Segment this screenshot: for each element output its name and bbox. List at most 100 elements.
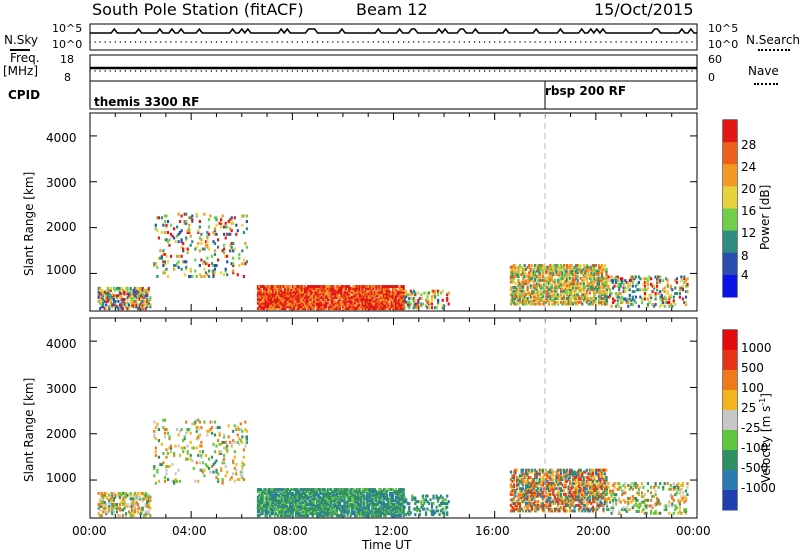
velocity-pixel [352, 503, 355, 506]
power-pixel [636, 288, 639, 292]
velocity-pixel [398, 497, 401, 501]
nave-dot [514, 70, 516, 72]
power-pixel [378, 292, 381, 296]
power-pixel [657, 292, 660, 295]
power-pixel [385, 299, 389, 303]
power-pixel [547, 275, 550, 278]
power-pixel [599, 271, 602, 275]
velocity-pixel [372, 497, 375, 501]
velocity-pixel [529, 476, 532, 480]
velocity-pixel [547, 496, 550, 500]
velocity-pixel [352, 491, 355, 495]
power-pixel [563, 264, 566, 267]
power-pixel [512, 276, 516, 280]
power-pixel [144, 294, 147, 298]
velocity-pixel [296, 510, 299, 514]
power-pixel [522, 298, 525, 302]
velocity-pixel [319, 506, 322, 510]
velocity-pixel [552, 481, 555, 485]
power-pixel [270, 286, 273, 290]
power-pixel [398, 303, 401, 307]
velocity-pixel [340, 497, 343, 501]
nave-dot [504, 70, 506, 72]
power-pixel [329, 286, 332, 290]
power-pixel [585, 264, 588, 267]
velocity-pixel [282, 499, 285, 503]
velocity-pixel [520, 487, 523, 491]
power-pixel [559, 300, 563, 304]
velocity-pixel [392, 491, 395, 495]
velocity-pixel [261, 497, 264, 501]
nsearch-dot [200, 41, 202, 43]
velocity-pixel [361, 510, 364, 514]
velocity-pixel [352, 506, 355, 510]
power-pixel [320, 296, 323, 300]
power-pixel [275, 301, 278, 305]
velocity-pixel [328, 495, 331, 499]
power-pixel [585, 289, 588, 293]
power-pixel [278, 307, 281, 311]
power-pixel [182, 260, 185, 264]
velocity-pixel [437, 496, 440, 500]
power-pixel [517, 295, 520, 299]
power-pixel [287, 294, 290, 298]
velocity-pixel [272, 488, 275, 492]
power-pixel [523, 282, 526, 286]
velocity-pixel [438, 496, 441, 500]
power-pixel [559, 276, 563, 280]
velocity-pixel [367, 491, 370, 495]
velocity-pixel [267, 495, 270, 499]
velocity-pixel [343, 490, 346, 493]
power-pixel [552, 264, 555, 267]
power-pixel [544, 300, 547, 304]
power-pixel [229, 232, 232, 236]
power-pixel [307, 303, 310, 307]
power-pixel [373, 305, 376, 309]
velocity-pixel [546, 474, 549, 478]
velocity-pixel [293, 493, 296, 497]
power-pixel [348, 303, 351, 307]
velocity-pixel [111, 503, 114, 506]
velocity-pixel [319, 510, 322, 514]
power-pixel [275, 299, 278, 303]
power-pixel [212, 240, 215, 244]
power-pixel [672, 299, 675, 303]
velocity-pixel [317, 503, 320, 506]
power-pixel [348, 294, 351, 298]
power-pixel [311, 305, 314, 309]
nsearch-dot [645, 41, 648, 43]
power-pixel [686, 284, 689, 288]
power-pixel [189, 269, 192, 273]
velocity-pixel [405, 513, 408, 517]
velocity-pixel [534, 490, 537, 494]
power-pixel [364, 285, 367, 289]
power-pixel [307, 290, 310, 294]
power-pixel [602, 289, 605, 293]
velocity-pixel [111, 512, 114, 516]
velocity-pixel [355, 506, 358, 510]
power-pixel [310, 285, 313, 289]
power-pixel [381, 286, 384, 290]
velocity-pixel [111, 493, 114, 497]
velocity-pixel [382, 497, 386, 501]
power-pixel [346, 285, 349, 289]
power-pixel [541, 286, 544, 289]
velocity-pixel [105, 495, 108, 499]
velocity-pixel [317, 506, 320, 510]
power-pixel [163, 271, 167, 275]
velocity-pixel [547, 470, 550, 474]
power-pixel [300, 286, 304, 290]
velocity-pixel [535, 492, 538, 496]
velocity-pixel [304, 504, 307, 508]
velocity-pixel [541, 505, 544, 509]
power-pixel [509, 265, 512, 269]
power-pixel [411, 291, 414, 295]
nave-dot [478, 70, 481, 72]
velocity-pixel [326, 488, 329, 492]
power-pixel [646, 304, 650, 308]
power-pixel [549, 298, 552, 302]
power-pixel [284, 305, 287, 309]
power-pixel [341, 303, 345, 307]
power-pixel [335, 307, 338, 311]
power-pixel [279, 285, 282, 289]
